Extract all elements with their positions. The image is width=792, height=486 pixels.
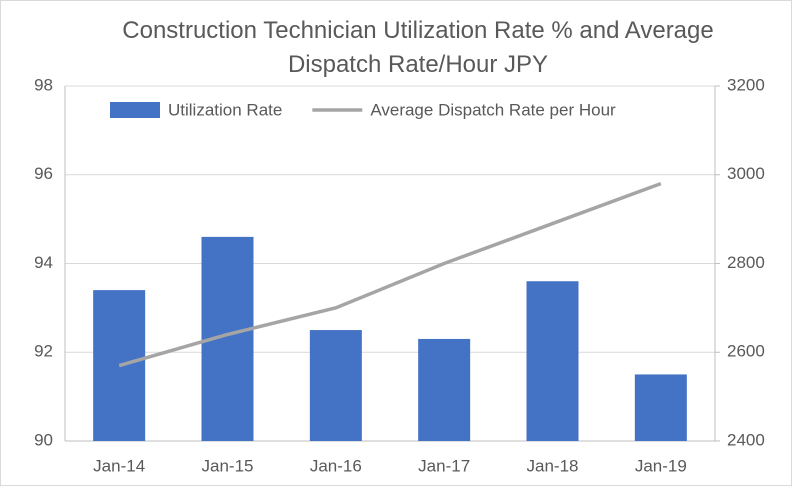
y-tick-label: 94 (34, 253, 53, 272)
x-tick-label: Jan-14 (93, 456, 145, 475)
y2-tick-label: 2800 (727, 253, 765, 272)
y2-tick-label: 3000 (727, 164, 765, 183)
bar (418, 338, 471, 441)
bar (526, 281, 579, 441)
y-tick-label: 92 (34, 342, 53, 361)
chart-title: Construction Technician Utilization Rate… (122, 17, 714, 78)
bar (93, 290, 146, 441)
x-tick-label: Jan-19 (635, 456, 687, 475)
x-tick-label: Jan-17 (418, 456, 470, 475)
x-tick-label: Jan-16 (310, 456, 362, 475)
x-tick-label: Jan-18 (527, 456, 579, 475)
bar (309, 330, 362, 441)
y2-tick-label: 3200 (727, 75, 765, 94)
legend-label: Utilization Rate (168, 100, 282, 119)
y2-tick-label: 2400 (727, 430, 765, 449)
legend-label: Average Dispatch Rate per Hour (370, 100, 616, 119)
y-tick-label: 98 (34, 75, 53, 94)
line (118, 181, 662, 368)
y-tick-label: 90 (34, 430, 53, 449)
x-tick-label: Jan-15 (202, 456, 254, 475)
y2-tick-label: 2600 (727, 342, 765, 361)
legend-swatch (110, 102, 160, 118)
bar (634, 374, 687, 441)
y-tick-label: 96 (34, 164, 53, 183)
